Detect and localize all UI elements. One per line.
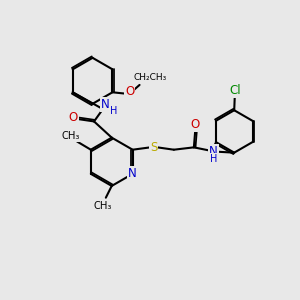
Text: O: O <box>125 85 134 98</box>
Text: O: O <box>191 118 200 131</box>
Text: H: H <box>210 154 217 164</box>
Text: Cl: Cl <box>229 84 241 97</box>
Text: S: S <box>150 141 158 154</box>
Text: H: H <box>110 106 117 116</box>
Text: O: O <box>69 111 78 124</box>
Text: N: N <box>128 167 137 180</box>
Text: N: N <box>101 98 110 111</box>
Text: CH₂CH₃: CH₂CH₃ <box>134 74 167 82</box>
Text: CH₃: CH₃ <box>94 201 112 211</box>
Text: CH₃: CH₃ <box>62 131 80 141</box>
Text: N: N <box>209 145 218 158</box>
